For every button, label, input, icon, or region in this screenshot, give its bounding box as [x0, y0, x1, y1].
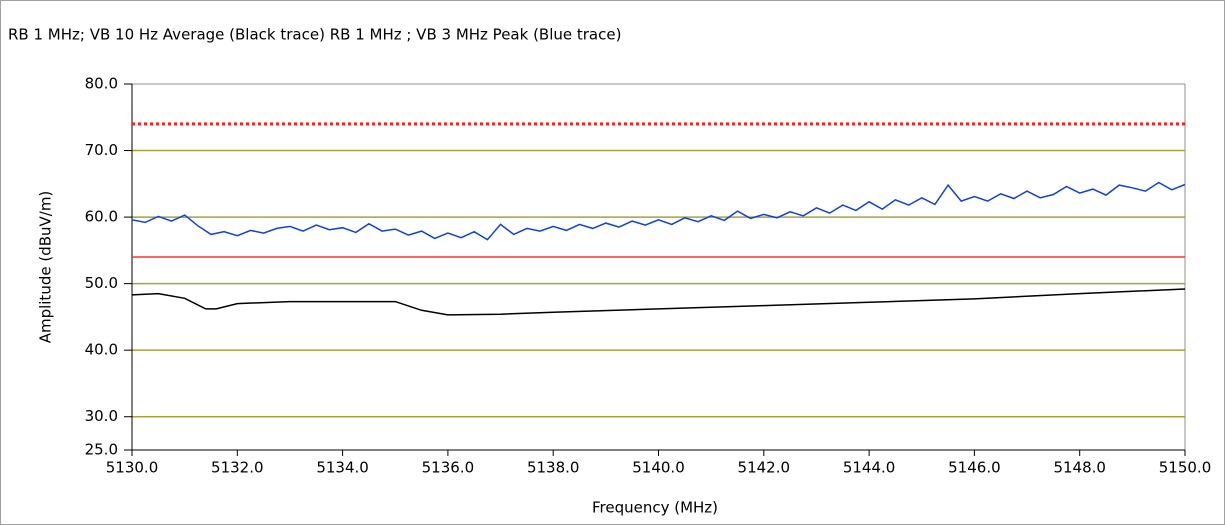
- y-tick-label: 25.0: [85, 441, 118, 459]
- x-axis-label: Frequency (MHz): [592, 499, 718, 517]
- trace: [131, 288, 1186, 316]
- y-axis-label: Amplitude (dBuV/m): [37, 191, 55, 344]
- x-tick-label: 5142.0: [738, 459, 791, 477]
- y-tick-label: 80.0: [85, 75, 118, 93]
- x-tick-label: 5130.0: [106, 459, 159, 477]
- x-tick-label: 5146.0: [948, 459, 1001, 477]
- x-tick-label: 5134.0: [316, 459, 369, 477]
- x-tick-label: 5136.0: [422, 459, 475, 477]
- y-tick-label: 70.0: [85, 141, 118, 159]
- x-tick-label: 5132.0: [211, 459, 264, 477]
- y-tick-label: 40.0: [85, 341, 118, 359]
- x-tick-label: 5148.0: [1053, 459, 1106, 477]
- chart-title: RB 1 MHz; VB 10 Hz Average (Black trace)…: [8, 26, 621, 44]
- y-tick-label: 60.0: [85, 208, 118, 226]
- x-tick-label: 5138.0: [527, 459, 580, 477]
- x-tick-label: 5150.0: [1159, 459, 1212, 477]
- y-tick-label: 30.0: [85, 407, 118, 425]
- y-tick-label: 50.0: [85, 274, 118, 292]
- x-tick-label: 5140.0: [632, 459, 685, 477]
- x-tick-label: 5144.0: [843, 459, 896, 477]
- trace: [131, 181, 1186, 241]
